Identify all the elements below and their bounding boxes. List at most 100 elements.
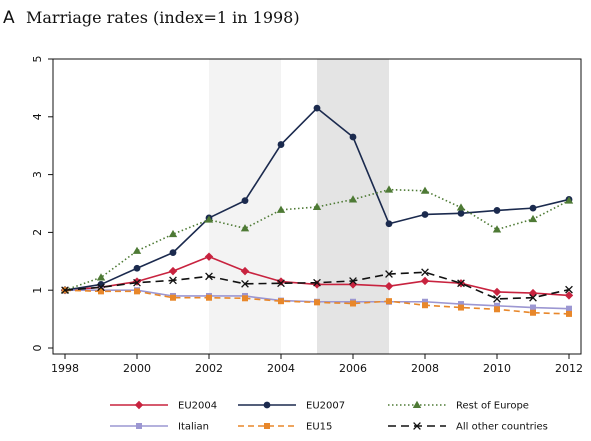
legend-marker-italian bbox=[136, 423, 142, 429]
legend-marker-rest-of-europe bbox=[412, 400, 422, 408]
point-all-other-countries-2001 bbox=[169, 276, 177, 285]
y-tick-label-4: 4 bbox=[31, 113, 44, 120]
chart-title: Marriage rates (index=1 in 1998) bbox=[26, 8, 300, 27]
point-rest-of-europe-2007 bbox=[384, 185, 394, 193]
y-tick-label-2: 2 bbox=[31, 229, 44, 236]
legend-item-all-other-countries: All other countries bbox=[388, 422, 548, 433]
x-tick-label-2006: 2006 bbox=[339, 362, 367, 375]
x-tick-label-2008: 2008 bbox=[411, 362, 439, 375]
point-rest-of-europe-2006 bbox=[348, 195, 358, 203]
legend-marker-eu2004 bbox=[134, 400, 144, 410]
legend-item-eu2004: EU2004 bbox=[110, 401, 217, 412]
legend-label-eu2007: EU2007 bbox=[306, 401, 345, 412]
legend-label-all-other-countries: All other countries bbox=[456, 422, 548, 433]
point-eu15-2012 bbox=[566, 310, 572, 317]
x-tick-label-1998: 1998 bbox=[51, 362, 79, 375]
point-all-other-countries-2006 bbox=[349, 277, 357, 285]
point-all-other-countries-2012 bbox=[565, 285, 573, 294]
point-eu2004-2008 bbox=[420, 276, 430, 286]
point-rest-of-europe-2004 bbox=[276, 205, 286, 213]
legend-label-italian: Italian bbox=[178, 422, 209, 433]
point-eu15-1999 bbox=[98, 288, 104, 295]
point-rest-of-europe-2010 bbox=[492, 225, 502, 233]
point-all-other-countries-2000 bbox=[133, 278, 141, 287]
plot-frame bbox=[52, 58, 582, 355]
point-all-other-countries-1999 bbox=[97, 283, 105, 292]
point-eu2007-2008 bbox=[421, 211, 429, 218]
point-rest-of-europe-1999 bbox=[96, 273, 106, 281]
shaded-period-1 bbox=[317, 59, 389, 354]
point-eu15-2010 bbox=[494, 306, 500, 313]
point-eu15-2001 bbox=[170, 294, 176, 301]
point-rest-of-europe-2005 bbox=[312, 202, 322, 210]
point-eu2007-2011 bbox=[529, 204, 537, 212]
point-rest-of-europe-2011 bbox=[528, 214, 538, 223]
point-italian-2011 bbox=[530, 304, 536, 311]
point-all-other-countries-2008 bbox=[421, 268, 429, 277]
x-tick-label-2002: 2002 bbox=[195, 362, 223, 375]
point-eu2007-2009 bbox=[457, 209, 465, 217]
series-layer bbox=[60, 104, 574, 317]
shaded-periods bbox=[209, 59, 389, 354]
point-all-other-countries-2007 bbox=[385, 270, 393, 278]
y-tick-label-5: 5 bbox=[31, 56, 44, 63]
point-all-other-countries-2002 bbox=[205, 272, 213, 281]
point-rest-of-europe-2009 bbox=[456, 203, 466, 211]
legend-marker-eu15 bbox=[264, 423, 270, 429]
point-italian-2008 bbox=[422, 298, 428, 305]
point-eu2007-2007 bbox=[385, 220, 393, 228]
axes: 0 1 2 3 4 5 1998 2000 2002 2004 2006 2008 2010 2012 bbox=[31, 56, 583, 376]
point-eu2004-2003 bbox=[240, 266, 250, 276]
x-tick-label-2012: 2012 bbox=[555, 362, 583, 375]
legend-label-eu2004: EU2004 bbox=[178, 401, 217, 412]
point-all-other-countries-2005 bbox=[313, 278, 321, 287]
point-eu2007-2006 bbox=[349, 133, 357, 141]
point-eu2004-2012 bbox=[564, 291, 574, 300]
point-eu15-2003 bbox=[242, 295, 248, 302]
point-eu15-2007 bbox=[386, 298, 392, 305]
point-all-other-countries-2003 bbox=[241, 279, 249, 288]
legend: EU2004 EU2007 Rest of Europe Italian EU15 All… bbox=[110, 401, 548, 433]
legend-item-eu15: EU15 bbox=[238, 422, 332, 433]
point-rest-of-europe-2003 bbox=[240, 224, 250, 232]
point-italian-2009 bbox=[458, 301, 464, 308]
point-italian-2010 bbox=[494, 302, 500, 309]
point-eu15-2006 bbox=[350, 300, 356, 307]
point-rest-of-europe-2002 bbox=[204, 215, 214, 223]
point-all-other-countries-2009 bbox=[457, 279, 465, 288]
y-tick-label-1: 1 bbox=[31, 287, 44, 294]
point-eu15-2005 bbox=[314, 299, 320, 306]
point-eu15-2008 bbox=[422, 302, 428, 309]
legend-item-italian: Italian bbox=[110, 422, 209, 433]
point-eu2007-2010 bbox=[493, 207, 501, 214]
shaded-period-0 bbox=[209, 59, 281, 354]
point-eu15-2002 bbox=[206, 294, 212, 301]
x-tick-label-2000: 2000 bbox=[123, 362, 151, 375]
point-all-other-countries-1998 bbox=[61, 286, 69, 295]
point-rest-of-europe-2008 bbox=[420, 186, 430, 194]
point-eu2007-2005 bbox=[313, 104, 321, 112]
point-eu2004-2007 bbox=[384, 281, 394, 291]
point-rest-of-europe-2001 bbox=[168, 229, 178, 238]
point-all-other-countries-2010 bbox=[493, 295, 501, 303]
y-tick-label-3: 3 bbox=[31, 171, 44, 178]
point-eu2004-2002 bbox=[204, 252, 214, 261]
point-eu15-2011 bbox=[530, 309, 536, 316]
point-eu2004-2011 bbox=[528, 288, 538, 298]
legend-marker-all-other-countries bbox=[413, 422, 421, 430]
point-eu2004-2001 bbox=[168, 266, 178, 276]
point-rest-of-europe-2000 bbox=[132, 246, 142, 254]
point-all-other-countries-2004 bbox=[277, 279, 285, 288]
x-tick-label-2004: 2004 bbox=[267, 362, 295, 375]
point-eu2007-2000 bbox=[133, 264, 141, 272]
series-line-rest-of-europe bbox=[64, 188, 570, 291]
point-eu15-2009 bbox=[458, 304, 464, 311]
point-eu15-2000 bbox=[134, 288, 140, 295]
legend-item-rest-of-europe: Rest of Europe bbox=[388, 401, 529, 412]
point-eu2004-2010 bbox=[492, 287, 502, 297]
legend-item-eu2007: EU2007 bbox=[238, 401, 345, 412]
point-rest-of-europe-2012 bbox=[564, 196, 574, 204]
point-italian-2012 bbox=[566, 305, 572, 312]
point-eu2007-2004 bbox=[277, 141, 285, 148]
